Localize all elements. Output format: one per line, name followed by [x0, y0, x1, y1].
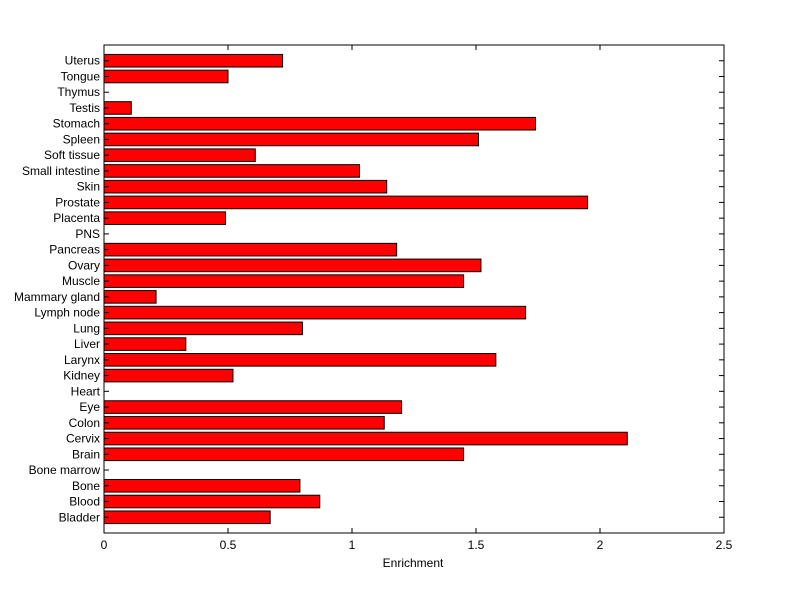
bar-eye	[103, 400, 403, 414]
bar-bladder	[103, 510, 271, 525]
bar-pancreas	[103, 242, 398, 257]
bar-larynx	[103, 353, 497, 367]
y-tick-label: Bone	[72, 479, 100, 493]
bar-ovary	[103, 258, 482, 273]
y-tick-label: Mammary gland	[14, 290, 100, 304]
y-tick-label: Eye	[79, 400, 100, 414]
y-tick-label: Blood	[69, 495, 100, 509]
bar-liver	[103, 337, 187, 351]
y-tick-label: Soft tissue	[44, 148, 100, 162]
y-tick-label: Uterus	[65, 54, 100, 68]
bar-stomach	[103, 116, 537, 131]
bar-skin	[103, 179, 388, 194]
y-tick-label: Spleen	[63, 132, 100, 146]
y-tick-label: Stomach	[53, 117, 100, 131]
y-tick-label: PNS	[75, 227, 100, 241]
y-tick-label: Lymph node	[34, 306, 100, 320]
y-tick-label: Testis	[69, 101, 100, 115]
bar-spleen	[103, 132, 479, 147]
y-tick-label: Pancreas	[49, 243, 100, 257]
bar-uterus	[103, 53, 284, 68]
y-tick-label: Cervix	[66, 432, 100, 446]
y-tick-label: Placenta	[53, 211, 100, 225]
y-tick-label: Bone marrow	[29, 463, 101, 477]
bar-placenta	[103, 211, 227, 225]
bar-tongue	[103, 69, 229, 84]
plot-frame	[103, 44, 725, 534]
x-axis-label: Enrichment	[383, 556, 444, 570]
y-tick-label: Colon	[69, 416, 100, 430]
y-tick-label: Tongue	[61, 69, 101, 83]
y-tick-label: Bladder	[59, 510, 100, 524]
bar-bone	[103, 478, 301, 493]
x-tick-label: 0	[101, 538, 108, 552]
y-tick-label: Small intestine	[22, 164, 100, 178]
x-tick-label: 0.5	[220, 538, 237, 552]
x-tick-label: 2	[597, 538, 604, 552]
bar-small-intestine	[103, 164, 360, 178]
bar-lymph-node	[103, 305, 527, 320]
bar-kidney	[103, 368, 234, 383]
bar-muscle	[103, 274, 465, 288]
y-tick-label: Prostate	[55, 195, 100, 209]
y-tick-label: Skin	[77, 180, 100, 194]
y-tick-label: Brain	[72, 447, 100, 461]
y-tick-label: Ovary	[68, 258, 100, 272]
y-tick-label: Thymus	[57, 85, 100, 99]
y-tick-label: Heart	[71, 384, 101, 398]
bar-cervix	[103, 431, 628, 446]
x-tick-label: 1	[349, 538, 356, 552]
bar-colon	[103, 416, 385, 430]
y-tick-label: Liver	[74, 337, 100, 351]
bar-blood	[103, 494, 321, 509]
y-tick-label: Lung	[73, 321, 100, 335]
x-tick-label: 1.5	[468, 538, 485, 552]
x-tick-label: 2.5	[716, 538, 733, 552]
y-tick-label: Kidney	[63, 369, 100, 383]
bar-mammary-gland	[103, 290, 157, 304]
bar-brain	[103, 447, 465, 462]
bar-lung	[103, 321, 303, 336]
y-tick-label: Larynx	[64, 353, 100, 367]
bar-soft-tissue	[103, 148, 256, 162]
y-tick-label: Muscle	[62, 274, 100, 288]
bar-prostate	[103, 195, 589, 210]
